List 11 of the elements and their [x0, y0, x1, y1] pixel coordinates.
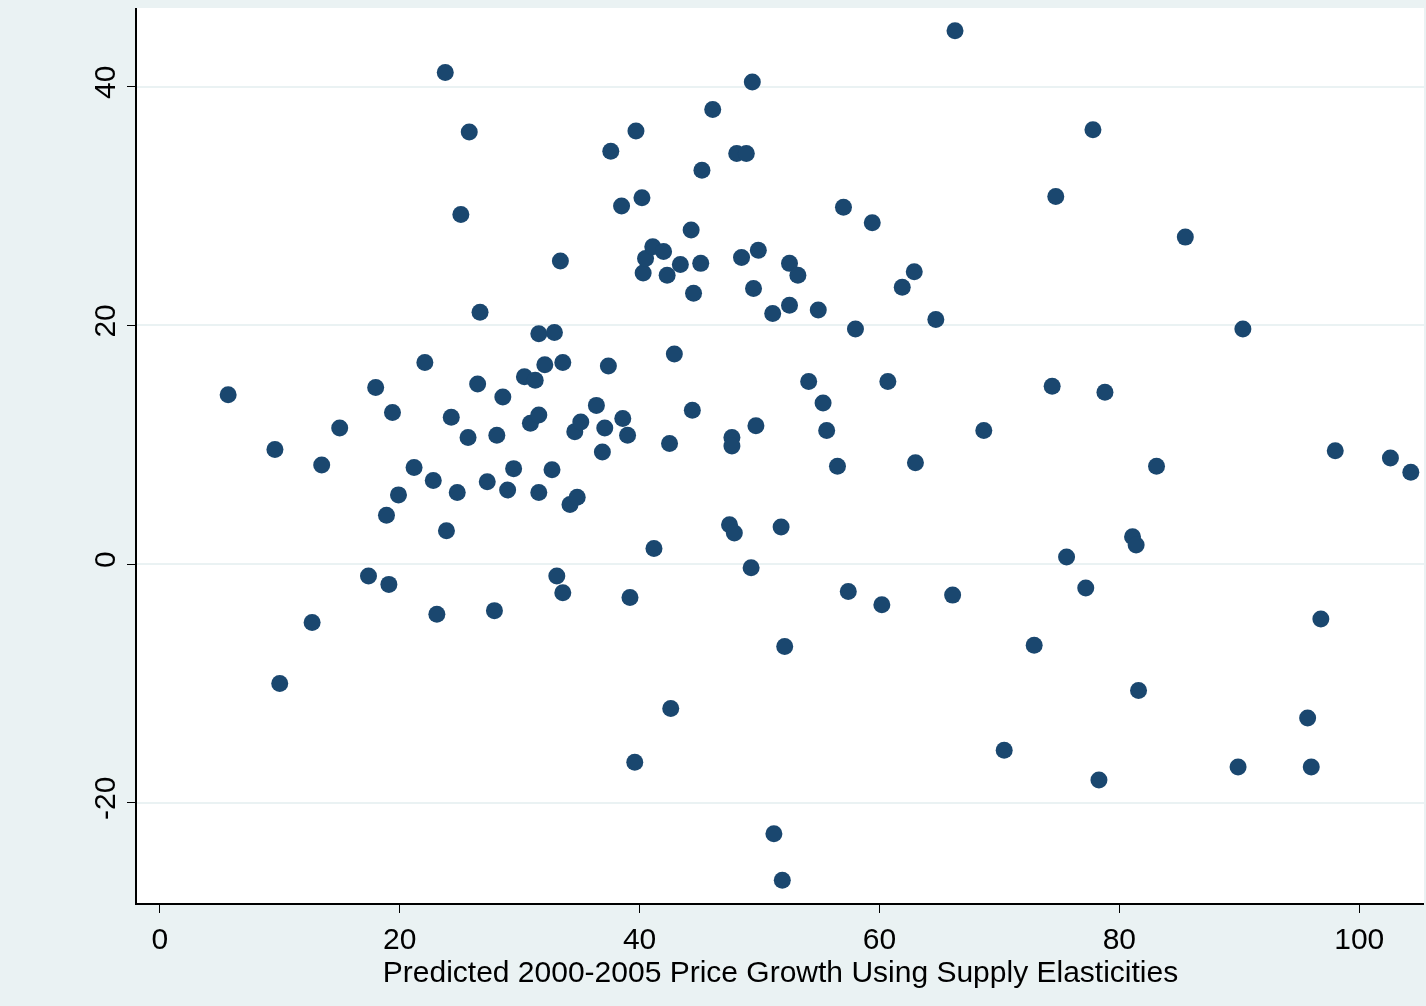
x-tick-label: 80	[1102, 921, 1137, 955]
x-tick-label: 100	[1334, 921, 1385, 955]
x-tick-label: 60	[862, 921, 897, 955]
x-tick-label: 20	[382, 921, 417, 955]
x-axis-title: Predicted 2000-2005 Price Growth Using Supply Elasticities	[382, 954, 1179, 988]
y-tick-label: 40	[88, 65, 122, 99]
x-tick-label: 40	[622, 921, 657, 955]
y-tick-label: 20	[88, 304, 122, 338]
y-tick-label: 0	[88, 551, 122, 568]
y-tick-label: -20	[88, 776, 122, 820]
x-tick-label: 0	[151, 921, 169, 955]
